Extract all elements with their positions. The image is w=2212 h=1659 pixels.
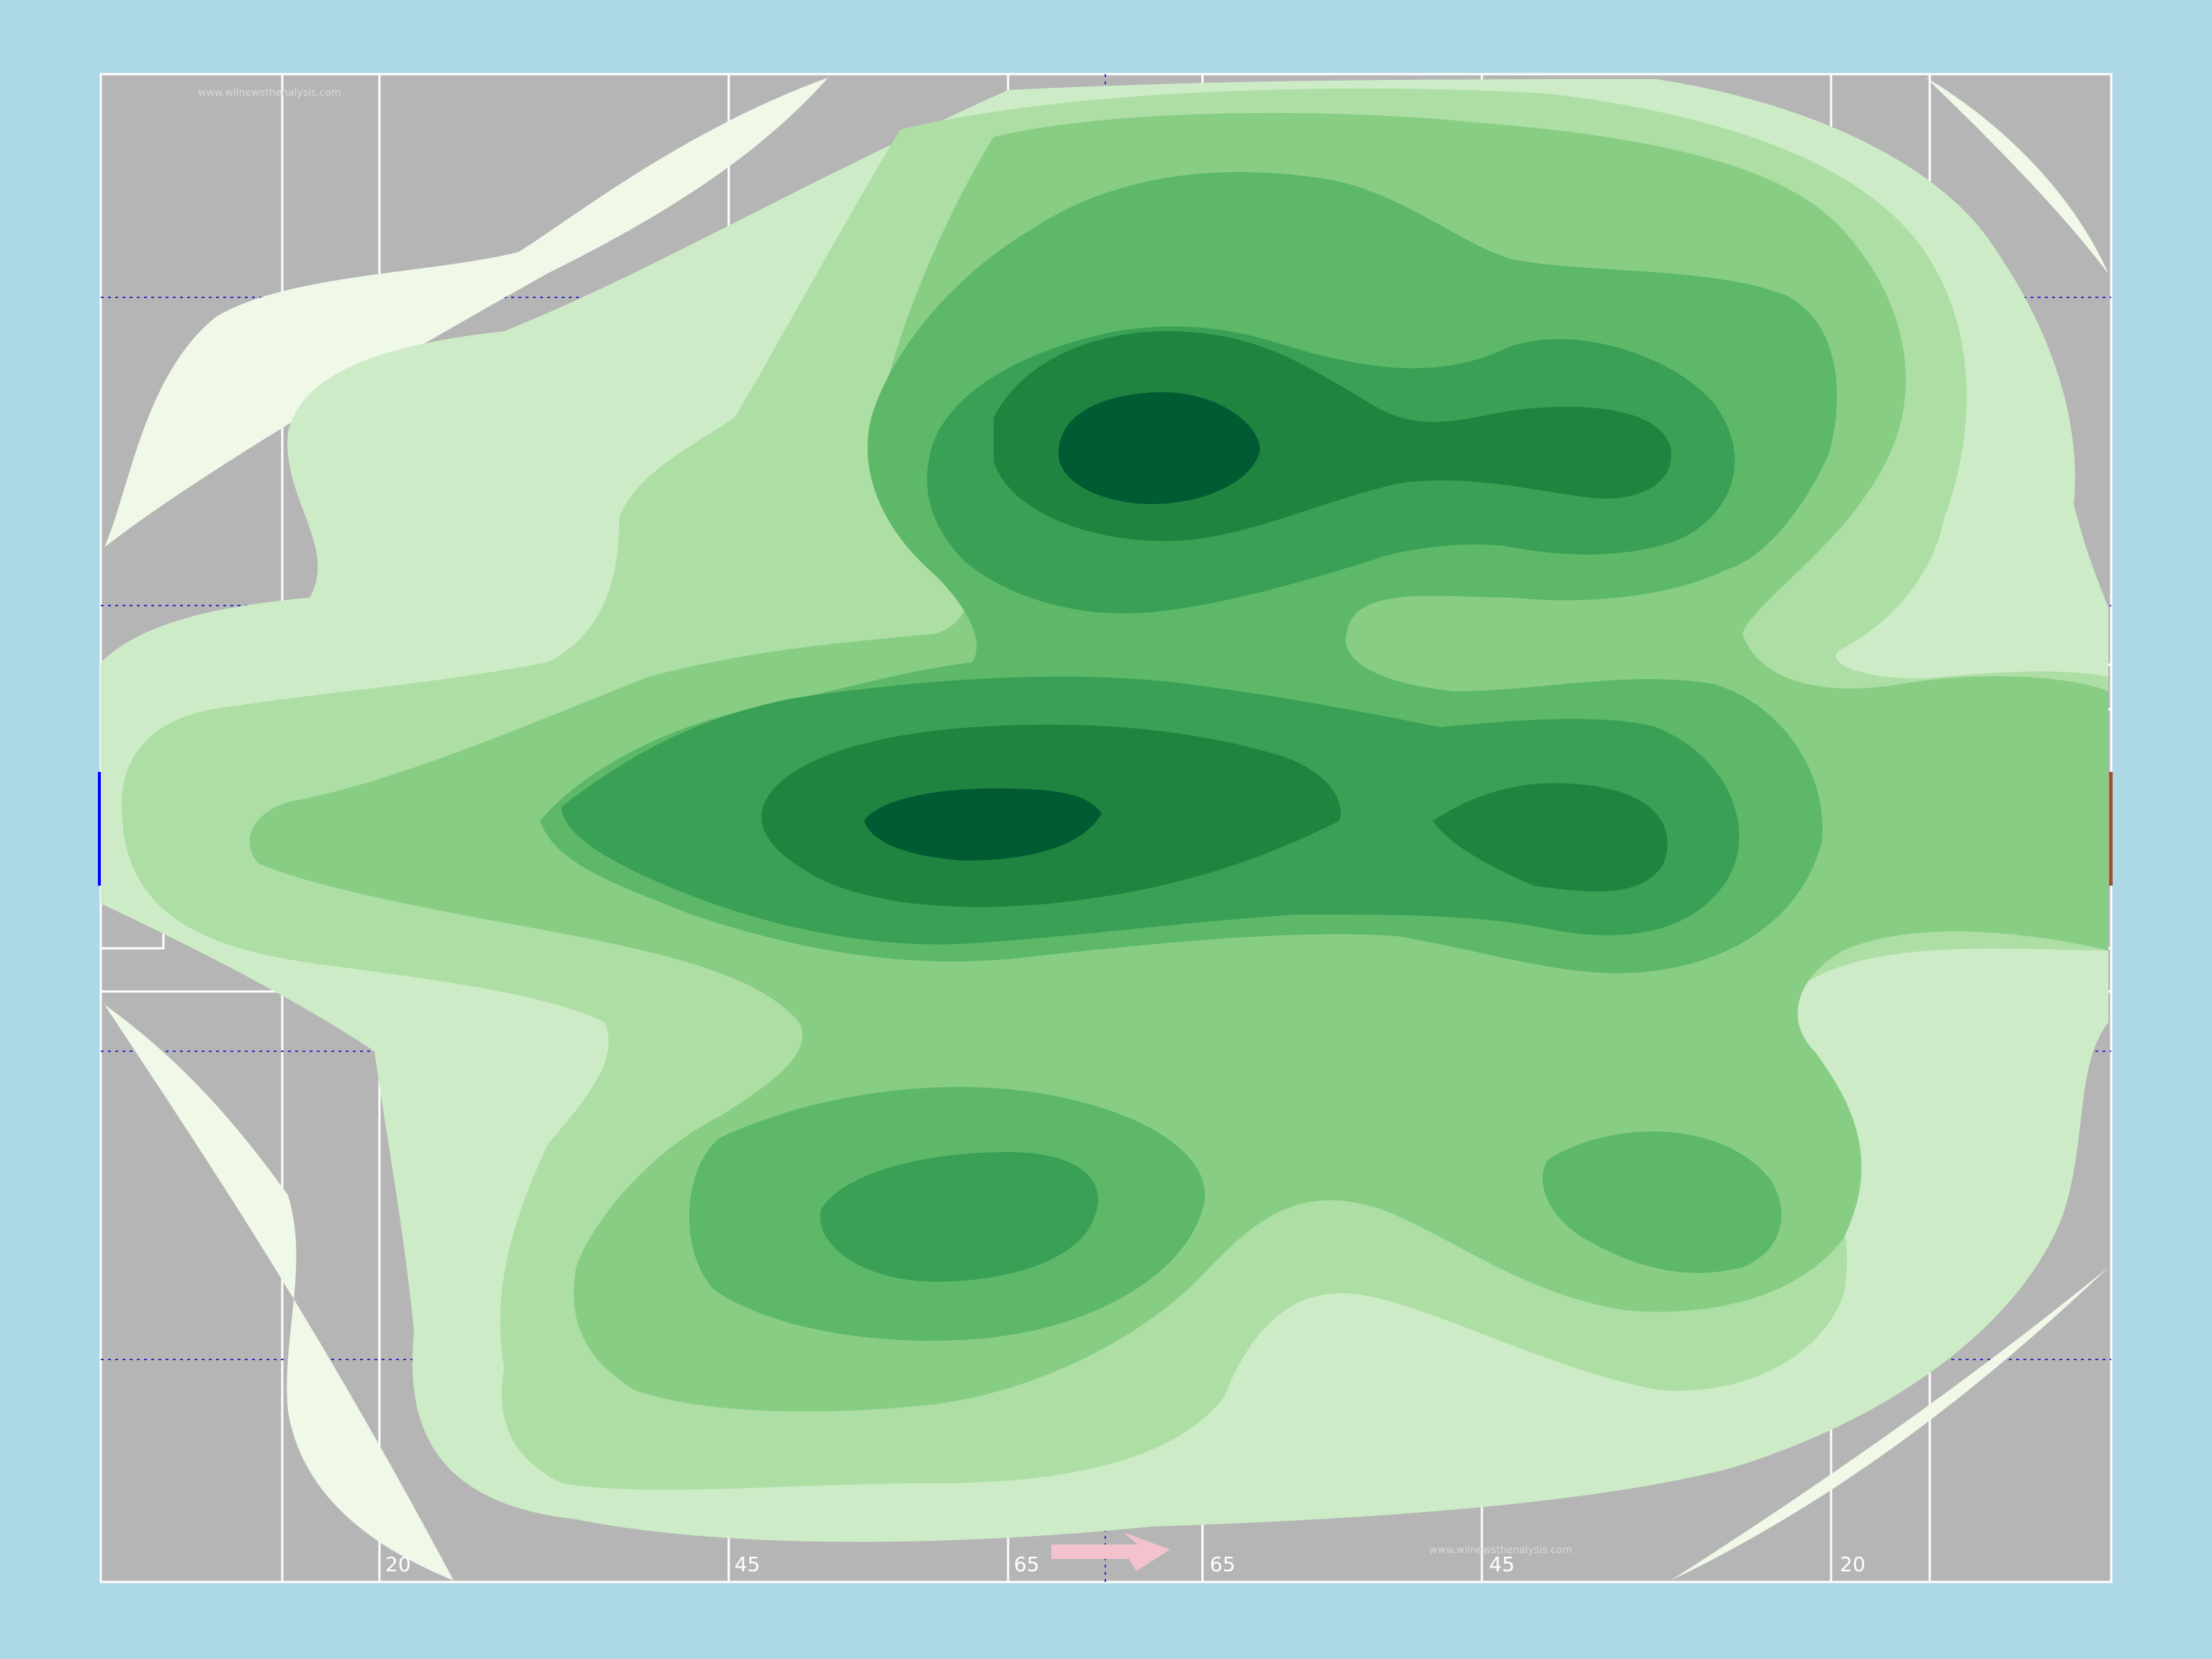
contour-level-7-right (1433, 783, 1668, 892)
contour-level-8 (864, 392, 1260, 860)
attack-direction-arrow (1051, 1532, 1170, 1571)
contour-level-8-upper (1058, 392, 1260, 504)
contour-level-8-middle (864, 788, 1102, 860)
yard-label-4: 65 (1210, 1552, 1236, 1576)
right-goal (2109, 772, 2113, 886)
watermark-bottom: www.wilnewsthenalysis.com (1429, 1545, 1572, 1556)
watermark-top: www.wilnewsthenalysis.com (198, 87, 341, 99)
yard-label-2: 45 (734, 1552, 760, 1576)
contour-level-6-lower-left (820, 1152, 1098, 1282)
contour-level-1-bottom-left-sliver (104, 1004, 454, 1581)
yard-label-3: 65 (1014, 1552, 1040, 1576)
heatmap-contours (101, 78, 2109, 1581)
contour-level-5-lower-right (1542, 1131, 1782, 1273)
left-goal (98, 772, 103, 886)
contour-level-1-top-left-sliver (104, 78, 828, 547)
yard-label-5: 45 (1489, 1552, 1515, 1576)
yard-label-6: 20 (1840, 1552, 1866, 1576)
yard-label-1: 20 (385, 1552, 411, 1576)
contour-level-1 (104, 78, 2108, 1581)
yard-labels: 20 45 65 65 45 20 (385, 1552, 1866, 1576)
